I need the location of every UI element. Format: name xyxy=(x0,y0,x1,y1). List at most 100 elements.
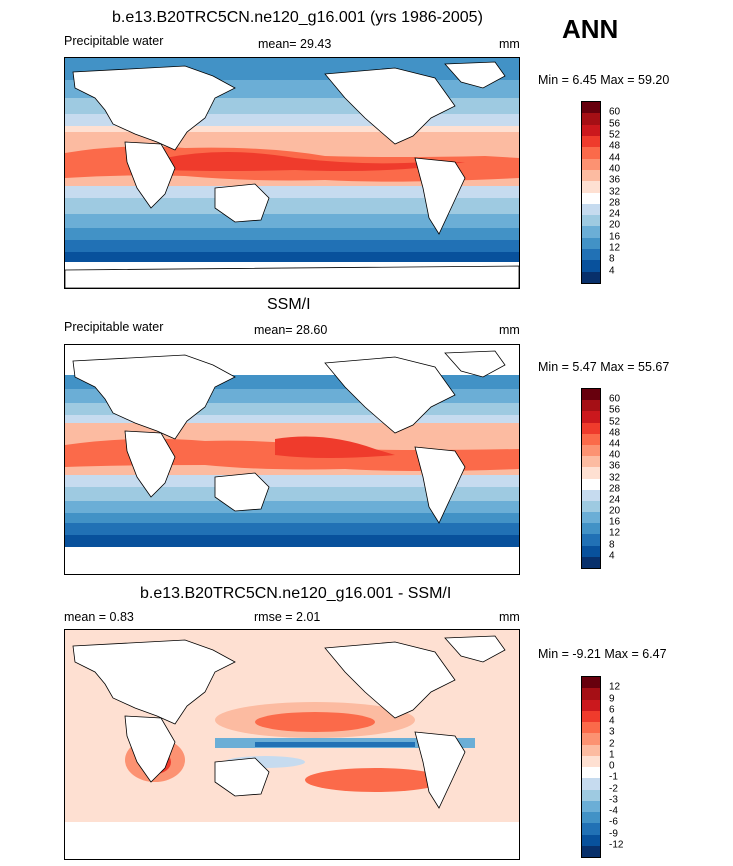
panel-2-map xyxy=(64,344,520,575)
colorbar-tick-label: 36 xyxy=(609,460,621,472)
colorbar-swatch xyxy=(582,389,600,401)
colorbar-tick-label: 60 xyxy=(609,106,621,118)
colorbar-swatch xyxy=(582,812,600,824)
colorbar-swatch xyxy=(582,192,600,204)
colorbar-swatch xyxy=(582,411,600,423)
colorbar-swatch xyxy=(582,467,600,479)
panel-1-mean: mean= 29.43 xyxy=(258,37,332,51)
panel-1-units: mm xyxy=(499,37,520,51)
colorbar-swatch xyxy=(582,147,600,159)
colorbar-swatch xyxy=(582,135,600,148)
colorbar-swatch xyxy=(582,433,600,445)
colorbar-tick-label: -2 xyxy=(609,783,618,794)
colorbar-tick-label: 28 xyxy=(609,483,621,495)
colorbar-swatch xyxy=(582,260,600,272)
colorbar-swatch xyxy=(582,767,600,779)
panel-2-left-label: Precipitable water xyxy=(64,320,164,334)
colorbar-tick-label: 44 xyxy=(609,438,621,450)
colorbar-tick-label: 6 xyxy=(609,704,615,716)
colorbar-tick-label: 28 xyxy=(609,197,621,209)
colorbar-tick-label: 32 xyxy=(609,186,621,197)
panel-1-colorbar xyxy=(581,101,601,284)
colorbar-tick-label: 40 xyxy=(609,449,621,461)
panel-3-colorbar xyxy=(581,676,601,858)
colorbar-swatch xyxy=(582,400,600,412)
panel-3-mean: mean = 0.83 xyxy=(64,610,134,624)
colorbar-tick-label: 1 xyxy=(609,749,615,761)
colorbar-swatch xyxy=(582,181,600,193)
colorbar-swatch xyxy=(582,489,600,501)
colorbar-tick-label: 4 xyxy=(609,550,615,562)
colorbar-tick-label: -9 xyxy=(609,828,618,839)
colorbar-swatch xyxy=(582,523,600,535)
colorbar-swatch xyxy=(582,677,600,689)
season-label: ANN xyxy=(562,14,619,44)
colorbar-tick-label: -4 xyxy=(609,805,618,817)
colorbar-swatch xyxy=(582,444,600,457)
colorbar-swatch xyxy=(582,271,600,283)
panel-1-title: b.e13.B20TRC5CN.ne120_g16.001 (yrs 1986-… xyxy=(112,9,483,26)
precipitable-water-difference-map xyxy=(65,630,519,859)
colorbar-swatch xyxy=(582,237,600,250)
colorbar-tick-label: 40 xyxy=(609,163,621,175)
colorbar-tick-label: 20 xyxy=(609,219,621,231)
colorbar-tick-label: 8 xyxy=(609,539,615,551)
panel-3-minmax: Min = -9.21 Max = 6.47 xyxy=(538,647,667,661)
colorbar-swatch xyxy=(582,688,600,700)
colorbar-tick-label: 4 xyxy=(609,265,615,277)
panel-3-map xyxy=(64,629,520,860)
panel-1-left-label: Precipitable water xyxy=(64,34,164,48)
panel-2-units: mm xyxy=(499,323,520,337)
colorbar-tick-label: 52 xyxy=(609,416,621,428)
colorbar-swatch xyxy=(582,534,600,546)
colorbar-tick-label: -12 xyxy=(609,839,624,851)
colorbar-tick-label: 2 xyxy=(609,738,615,749)
colorbar-swatch xyxy=(582,113,600,125)
panel-2-colorbar xyxy=(581,388,601,569)
colorbar-tick-label: 56 xyxy=(609,118,621,130)
colorbar-swatch xyxy=(582,169,600,182)
colorbar-tick-label: 32 xyxy=(609,472,621,483)
colorbar-tick-label: 16 xyxy=(609,231,621,243)
colorbar-tick-label: 4 xyxy=(609,715,615,727)
colorbar-tick-label: 48 xyxy=(609,427,621,439)
colorbar-swatch xyxy=(582,512,600,524)
colorbar-tick-label: 9 xyxy=(609,693,615,704)
colorbar-swatch xyxy=(582,744,600,756)
colorbar-swatch xyxy=(582,733,600,745)
panel-1-minmax: Min = 6.45 Max = 59.20 xyxy=(538,73,670,87)
colorbar-swatch xyxy=(582,478,600,490)
panel-2-title: SSM/I xyxy=(267,296,311,313)
colorbar-tick-label: 56 xyxy=(609,404,621,416)
precipitable-water-observed-map xyxy=(65,345,519,574)
colorbar-tick-label: 48 xyxy=(609,140,621,152)
colorbar-tick-label: 3 xyxy=(609,726,615,738)
colorbar-swatch xyxy=(582,500,600,513)
colorbar-swatch xyxy=(582,226,600,238)
colorbar-tick-label: 12 xyxy=(609,527,621,539)
colorbar-swatch xyxy=(582,722,600,734)
panel-2-mean: mean= 28.60 xyxy=(254,323,328,337)
panel-3-rmse: rmse = 2.01 xyxy=(254,610,321,624)
colorbar-swatch xyxy=(582,755,600,767)
colorbar-swatch xyxy=(582,823,600,835)
colorbar-tick-label: 12 xyxy=(609,242,621,254)
colorbar-swatch xyxy=(582,834,600,846)
colorbar-tick-label: 0 xyxy=(609,760,615,772)
colorbar-swatch xyxy=(582,556,600,568)
colorbar-swatch xyxy=(582,158,600,170)
colorbar-swatch xyxy=(582,456,600,468)
panel-3-units: mm xyxy=(499,610,520,624)
colorbar-tick-label: 16 xyxy=(609,516,621,528)
colorbar-tick-label: 8 xyxy=(609,253,615,265)
colorbar-swatch xyxy=(582,545,600,557)
colorbar-tick-label: 12 xyxy=(609,681,621,693)
colorbar-tick-label: -6 xyxy=(609,816,618,828)
colorbar-swatch xyxy=(582,102,600,114)
colorbar-tick-label: 60 xyxy=(609,393,621,405)
colorbar-swatch xyxy=(582,845,600,857)
colorbar-swatch xyxy=(582,789,600,801)
colorbar-swatch xyxy=(582,215,600,227)
panel-1-map xyxy=(64,57,520,289)
colorbar-tick-label: 44 xyxy=(609,152,621,164)
